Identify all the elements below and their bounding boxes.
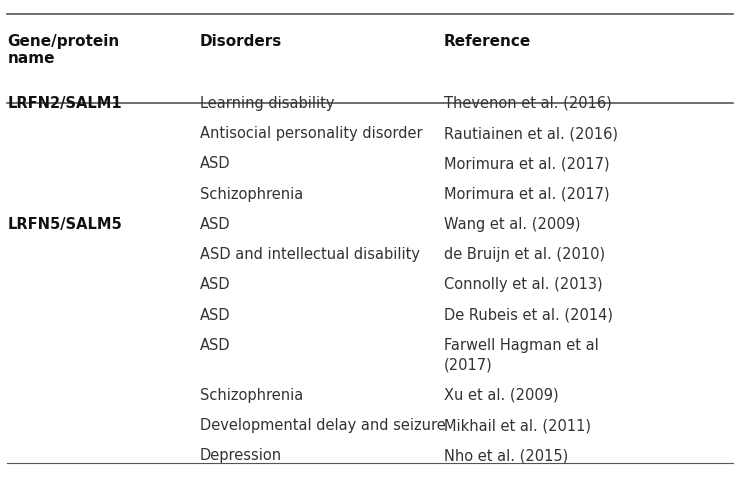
Text: Rautiainen et al. (2016): Rautiainen et al. (2016) bbox=[444, 126, 618, 141]
Text: ASD: ASD bbox=[200, 217, 230, 232]
Text: Xu et al. (2009): Xu et al. (2009) bbox=[444, 388, 559, 403]
Text: Gene/protein
name: Gene/protein name bbox=[7, 34, 120, 66]
Text: ASD and intellectual disability: ASD and intellectual disability bbox=[200, 247, 420, 262]
Text: LRFN2/SALM1: LRFN2/SALM1 bbox=[7, 96, 122, 111]
Text: Depression: Depression bbox=[200, 448, 282, 463]
Text: Morimura et al. (2017): Morimura et al. (2017) bbox=[444, 187, 610, 202]
Text: Antisocial personality disorder: Antisocial personality disorder bbox=[200, 126, 423, 141]
Text: Developmental delay and seizure: Developmental delay and seizure bbox=[200, 418, 445, 433]
Text: ASD: ASD bbox=[200, 308, 230, 323]
Text: Schizophrenia: Schizophrenia bbox=[200, 187, 303, 202]
Text: Learning disability: Learning disability bbox=[200, 96, 334, 111]
Text: Nho et al. (2015): Nho et al. (2015) bbox=[444, 448, 568, 463]
Text: Reference: Reference bbox=[444, 34, 531, 48]
Text: Disorders: Disorders bbox=[200, 34, 282, 48]
Text: Connolly et al. (2013): Connolly et al. (2013) bbox=[444, 277, 602, 292]
Text: ASD: ASD bbox=[200, 338, 230, 353]
Text: Mikhail et al. (2011): Mikhail et al. (2011) bbox=[444, 418, 591, 433]
Text: Schizophrenia: Schizophrenia bbox=[200, 388, 303, 403]
Text: Thevenon et al. (2016): Thevenon et al. (2016) bbox=[444, 96, 612, 111]
Text: ASD: ASD bbox=[200, 277, 230, 292]
Text: Farwell Hagman et al
(2017): Farwell Hagman et al (2017) bbox=[444, 338, 599, 372]
Text: Morimura et al. (2017): Morimura et al. (2017) bbox=[444, 156, 610, 171]
Text: de Bruijn et al. (2010): de Bruijn et al. (2010) bbox=[444, 247, 605, 262]
Text: LRFN5/SALM5: LRFN5/SALM5 bbox=[7, 217, 122, 232]
Text: ASD: ASD bbox=[200, 156, 230, 171]
Text: Wang et al. (2009): Wang et al. (2009) bbox=[444, 217, 580, 232]
Text: De Rubeis et al. (2014): De Rubeis et al. (2014) bbox=[444, 308, 613, 323]
